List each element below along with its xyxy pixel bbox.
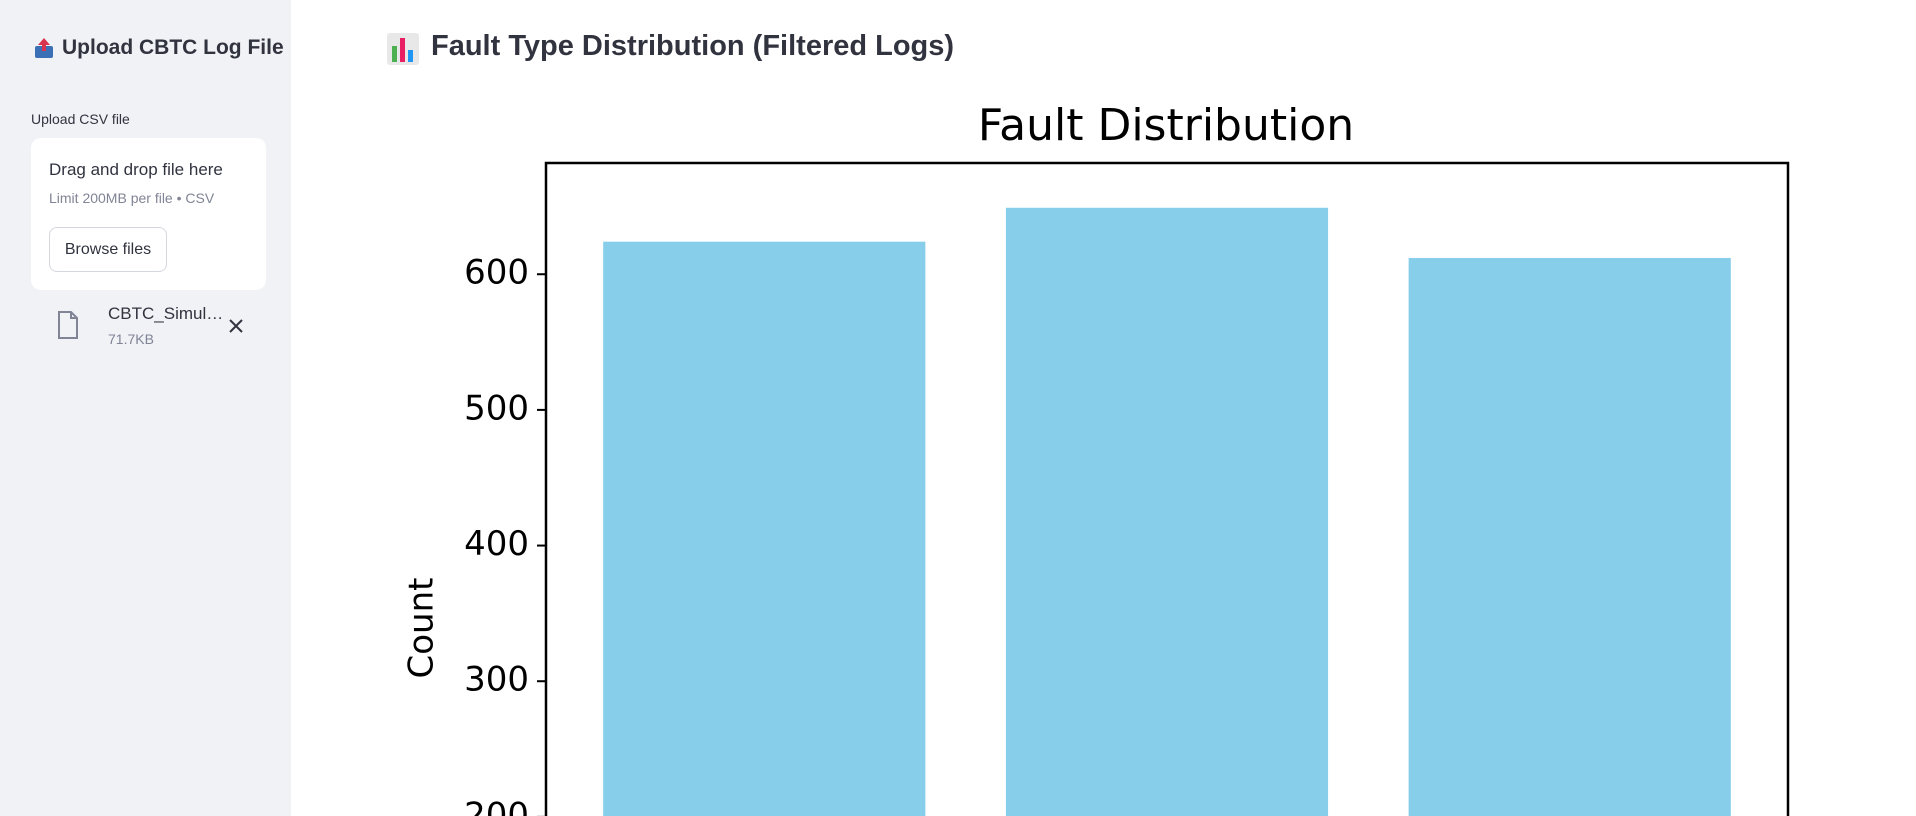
file-size: 71.7KB [108, 331, 154, 347]
y-tick-label: 300 [464, 660, 529, 700]
upload-icon [35, 38, 53, 58]
sidebar-title-text: Upload CBTC Log File [62, 36, 284, 59]
y-axis-label: Count [402, 578, 442, 679]
bar [1408, 257, 1731, 816]
file-name: CBTC_Simul… [108, 304, 224, 323]
browse-button[interactable]: Browse files [49, 227, 167, 272]
sidebar-title: Upload CBTC Log File [62, 36, 284, 60]
y-tick-label: 500 [464, 388, 529, 428]
bar [603, 241, 926, 816]
sidebar: Upload CBTC Log File Upload CSV file Dra… [0, 0, 291, 816]
main-header: Fault Type Distribution (Filtered Logs) [431, 30, 955, 62]
plot-frame [544, 161, 1790, 816]
uploader-label: Upload CSV file [31, 111, 130, 127]
remove-file-button[interactable] [228, 318, 244, 334]
y-tick-label: 200 [464, 795, 529, 816]
dropzone-limit: Limit 200MB per file • CSV [49, 190, 215, 206]
y-tick-label: 600 [464, 253, 529, 293]
file-icon [58, 311, 78, 339]
chart-title: Fault Distribution [978, 100, 1354, 151]
y-tick-label: 400 [464, 524, 529, 564]
bar [1005, 207, 1329, 816]
chart-icon [387, 33, 419, 65]
dropzone-text: Drag and drop file here [49, 160, 223, 179]
